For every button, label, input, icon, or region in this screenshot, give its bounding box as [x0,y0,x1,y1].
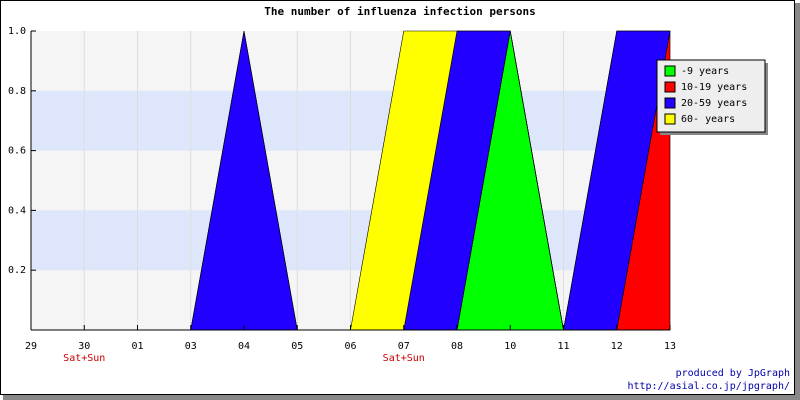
annotation: Sat+Sun [63,353,105,364]
legend-swatch [664,65,676,77]
y-tick-label: 0.8 [8,86,26,97]
x-tick-label: 05 [291,341,303,352]
x-tick-label: 11 [557,341,569,352]
area [31,30,670,331]
x-tick-label: 12 [611,341,623,352]
annotation: Sat+Sun [383,353,425,364]
legend-swatch [664,81,676,93]
footer: http://asial.co.jp/jpgraph/ [627,381,790,392]
y-tick-label: 1.0 [8,26,26,37]
footer: produced by JpGraph [676,368,790,379]
x-tick-label: 06 [344,341,356,352]
legend-label: -9 years [681,66,729,77]
x-tick-label: 30 [78,341,90,352]
x-tick-label: 01 [131,341,143,352]
x-tick-label: 04 [238,341,250,352]
y-tick-label: 0.4 [8,205,26,216]
y-tick-label: 0.2 [8,265,26,276]
x-tick-label: 10 [504,341,516,352]
x-tick-label: 29 [25,341,37,352]
x-tick-label: 07 [398,341,410,352]
x-tick-label: 13 [664,341,676,352]
y-tick-label: 0.6 [8,146,26,157]
legend-swatch [664,97,676,109]
chart-title: The number of influenza infection person… [264,5,536,18]
x-tick-label: 08 [451,341,463,352]
legend-label: 60- years [681,114,735,125]
legend-label: 20-59 years [681,98,747,109]
x-tick-label: 03 [185,341,197,352]
legend-swatch [664,113,676,125]
legend-label: 10-19 years [681,82,747,93]
